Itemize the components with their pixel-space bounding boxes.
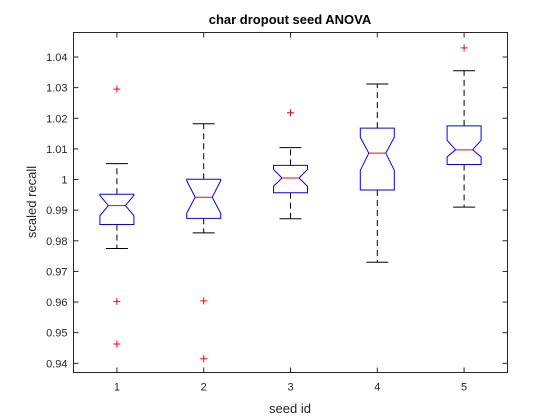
y-tick-label: 0.97 <box>46 266 67 278</box>
outlier-marker <box>287 109 294 117</box>
notched-box <box>186 178 222 219</box>
y-tick-label: 1 <box>61 175 67 187</box>
y-tick-label: 0.94 <box>46 358 67 370</box>
outlier-marker <box>113 297 121 305</box>
outlier-marker <box>200 297 208 305</box>
y-tick-label: 1.01 <box>46 144 67 156</box>
notched-box <box>99 193 135 226</box>
notched-box <box>359 127 395 191</box>
plot-area: 0.94 0.95 0.96 0.97 0.98 0.99 1 1.01 1.02 1.03 1.0… <box>46 32 508 394</box>
y-tick-label: 0.96 <box>46 297 67 309</box>
y-tick-label: 1.03 <box>46 83 67 95</box>
y-tick-label: 0.98 <box>46 236 67 248</box>
x-tick-label: 5 <box>461 382 467 394</box>
outlier-marker <box>460 44 468 52</box>
y-tick-label: 0.95 <box>46 328 67 340</box>
y-tick-label: 1.04 <box>46 52 67 64</box>
chart-title: char dropout seed ANOVA <box>209 12 372 27</box>
outlier-marker <box>113 85 121 93</box>
x-tick-label: 4 <box>374 382 380 394</box>
notched-box <box>446 125 482 166</box>
x-axis-label: seed id <box>269 401 311 416</box>
y-tick-label: 1.02 <box>46 113 67 125</box>
x-tick-label: 2 <box>201 382 207 394</box>
outlier-marker <box>113 340 121 348</box>
x-tick-label: 3 <box>287 382 293 394</box>
notched-box <box>273 164 308 194</box>
axes-frame <box>73 32 508 373</box>
y-tick-label: 0.99 <box>46 205 67 217</box>
x-tick-label: 1 <box>114 382 120 394</box>
y-axis-label: scaled recall <box>24 166 39 238</box>
outlier-marker <box>200 355 208 363</box>
